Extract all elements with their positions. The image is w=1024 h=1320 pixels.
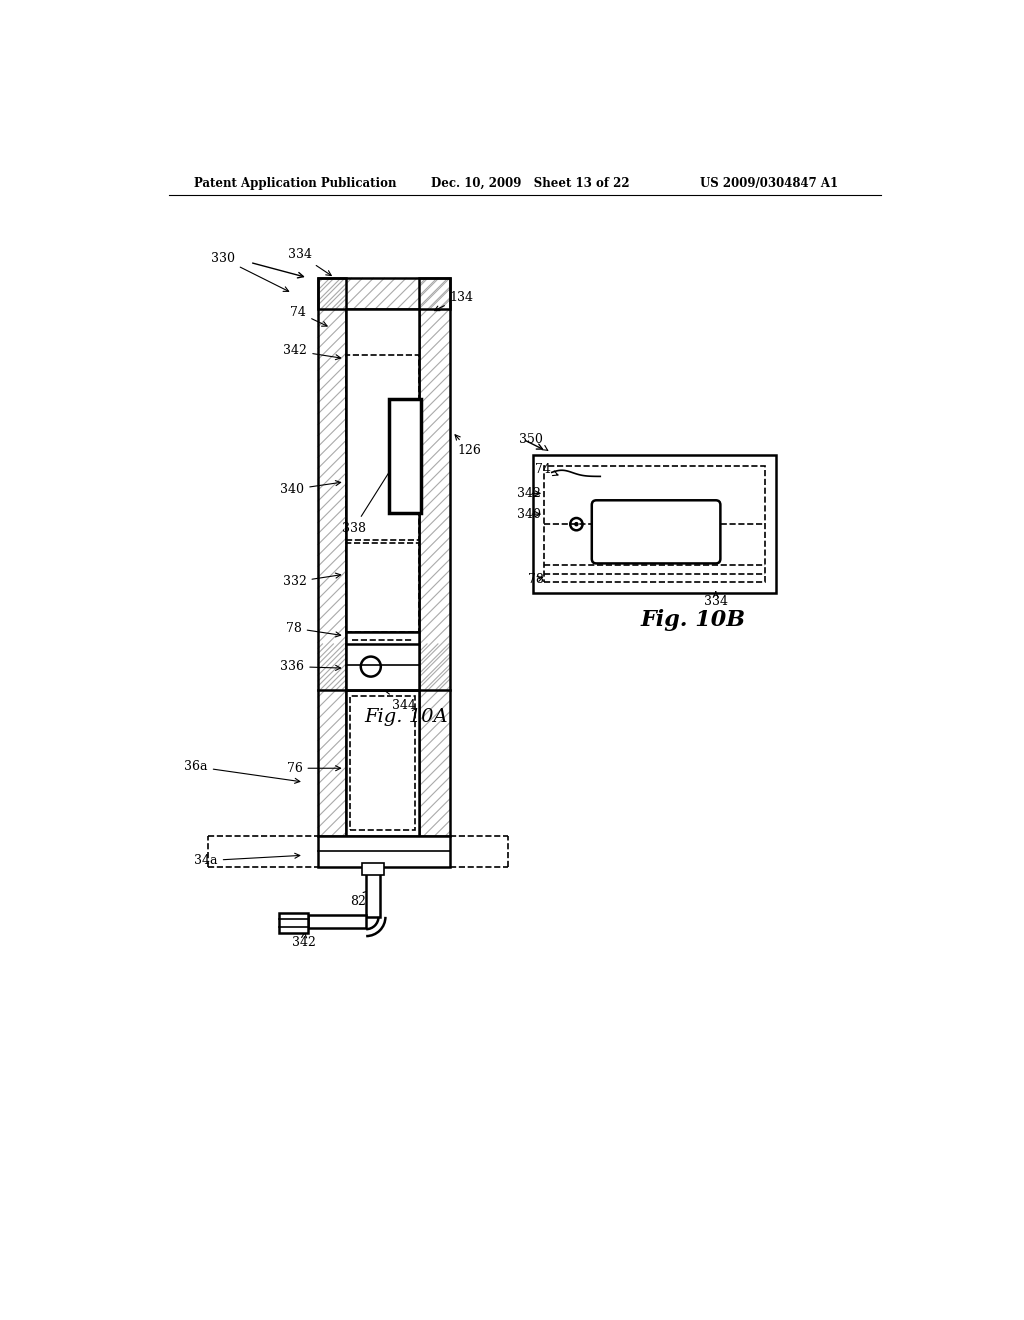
Text: 78: 78	[286, 622, 341, 638]
Bar	[346, 689, 419, 836]
Text: Patent Application Publication: Patent Application Publication	[194, 177, 396, 190]
Text: 340: 340	[281, 480, 341, 496]
Text: 342: 342	[284, 345, 341, 359]
Bar	[317, 277, 451, 309]
Text: Fig. 10A: Fig. 10A	[365, 708, 449, 726]
Text: 340: 340	[517, 508, 542, 520]
Text: Fig. 10B: Fig. 10B	[640, 610, 745, 631]
Bar	[350, 696, 416, 830]
Text: 134: 134	[434, 290, 474, 310]
Text: 76: 76	[287, 762, 341, 775]
Text: 74: 74	[291, 306, 327, 326]
Text: 342: 342	[292, 932, 315, 949]
Text: 330: 330	[211, 252, 289, 292]
Bar	[317, 277, 346, 836]
FancyBboxPatch shape	[592, 500, 720, 564]
Bar	[544, 466, 765, 582]
Bar	[346, 355, 419, 540]
Text: 34a: 34a	[195, 853, 300, 867]
Text: 36a: 36a	[184, 760, 300, 783]
Bar	[346, 644, 419, 689]
Text: 344: 344	[379, 686, 416, 711]
Text: 332: 332	[283, 573, 341, 589]
Text: 334: 334	[703, 591, 728, 607]
Bar	[280, 913, 307, 933]
Bar	[367, 867, 380, 917]
Bar	[388, 399, 421, 512]
Text: 350: 350	[519, 433, 548, 450]
Bar	[362, 863, 384, 875]
Text: Dec. 10, 2009   Sheet 13 of 22: Dec. 10, 2009 Sheet 13 of 22	[431, 177, 630, 190]
Bar	[317, 836, 451, 867]
Text: 126: 126	[455, 434, 481, 458]
Bar	[534, 455, 776, 594]
Bar	[346, 309, 419, 632]
Text: US 2009/0304847 A1: US 2009/0304847 A1	[700, 177, 839, 190]
Bar	[346, 544, 419, 632]
Text: 334: 334	[288, 248, 332, 276]
Text: 82: 82	[350, 890, 369, 908]
Text: 338: 338	[342, 458, 398, 535]
Text: 342: 342	[517, 487, 542, 500]
Text: 78: 78	[528, 573, 545, 586]
Bar	[419, 277, 451, 836]
Bar	[346, 632, 419, 645]
Circle shape	[574, 523, 578, 525]
Bar	[388, 399, 421, 512]
Text: 336: 336	[281, 660, 341, 673]
Bar	[307, 915, 367, 928]
Text: 74: 74	[536, 463, 558, 477]
